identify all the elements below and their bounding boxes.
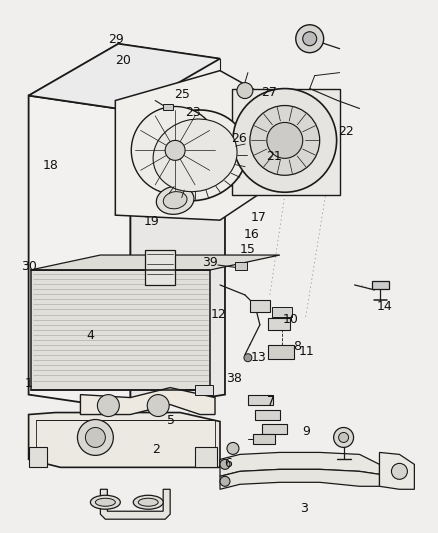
Bar	[250, 300, 270, 312]
Text: 7: 7	[267, 395, 276, 408]
Polygon shape	[220, 453, 379, 477]
Ellipse shape	[156, 186, 194, 214]
Circle shape	[250, 106, 320, 175]
Bar	[248, 394, 273, 405]
Text: 23: 23	[185, 106, 201, 119]
Ellipse shape	[133, 495, 163, 509]
Bar	[235, 262, 247, 270]
Ellipse shape	[163, 191, 187, 209]
Text: 9: 9	[302, 425, 310, 438]
Circle shape	[244, 354, 252, 362]
Ellipse shape	[90, 495, 120, 509]
Text: 4: 4	[86, 329, 94, 342]
Bar	[195, 385, 213, 394]
Text: 2: 2	[152, 443, 159, 456]
Text: 3: 3	[300, 502, 308, 515]
Circle shape	[233, 88, 337, 192]
Text: 39: 39	[202, 256, 218, 269]
Text: 29: 29	[109, 33, 124, 46]
Circle shape	[237, 83, 253, 99]
Text: 17: 17	[251, 211, 266, 224]
Circle shape	[220, 477, 230, 486]
Circle shape	[267, 123, 303, 158]
Bar	[371, 281, 389, 289]
Circle shape	[78, 419, 113, 455]
Circle shape	[85, 427, 106, 447]
Ellipse shape	[95, 498, 115, 506]
Text: 18: 18	[43, 159, 59, 172]
Polygon shape	[31, 270, 210, 390]
Ellipse shape	[153, 119, 237, 192]
Polygon shape	[115, 71, 265, 220]
Text: 12: 12	[211, 308, 227, 321]
Bar	[262, 424, 287, 434]
Text: 26: 26	[231, 133, 247, 146]
Polygon shape	[379, 453, 414, 489]
Polygon shape	[232, 88, 339, 195]
Polygon shape	[28, 95, 130, 409]
Polygon shape	[130, 95, 225, 409]
Circle shape	[97, 394, 119, 416]
Circle shape	[131, 107, 219, 194]
Bar	[253, 434, 275, 445]
Text: 30: 30	[21, 260, 37, 273]
Bar	[195, 447, 217, 467]
Text: 16: 16	[244, 228, 260, 241]
Text: 8: 8	[293, 340, 302, 353]
Ellipse shape	[138, 498, 158, 506]
Text: 27: 27	[261, 86, 277, 99]
Circle shape	[147, 394, 169, 416]
Polygon shape	[28, 44, 220, 110]
Ellipse shape	[143, 110, 247, 201]
Bar	[272, 307, 292, 317]
Bar	[28, 447, 46, 467]
Text: 13: 13	[251, 351, 266, 365]
Circle shape	[220, 459, 230, 470]
Polygon shape	[100, 489, 170, 519]
Circle shape	[165, 140, 185, 160]
Polygon shape	[28, 413, 220, 467]
Text: 22: 22	[338, 125, 353, 138]
Text: 1: 1	[25, 377, 33, 390]
Circle shape	[339, 432, 349, 442]
Circle shape	[303, 32, 317, 46]
Bar	[268, 345, 294, 359]
Bar	[255, 409, 280, 419]
Text: 15: 15	[240, 243, 255, 256]
Polygon shape	[31, 255, 280, 270]
Polygon shape	[220, 470, 379, 489]
Text: 25: 25	[174, 88, 190, 101]
Circle shape	[392, 463, 407, 479]
Circle shape	[227, 442, 239, 455]
Polygon shape	[81, 387, 215, 415]
Text: 5: 5	[167, 414, 175, 427]
Text: 14: 14	[377, 300, 393, 313]
Bar	[163, 103, 173, 110]
Text: 20: 20	[115, 54, 131, 67]
Bar	[268, 318, 290, 330]
Text: 11: 11	[298, 345, 314, 358]
Polygon shape	[145, 250, 175, 285]
Text: 6: 6	[224, 457, 232, 470]
Text: 38: 38	[226, 372, 242, 385]
Text: 10: 10	[283, 313, 299, 326]
Text: 21: 21	[266, 150, 282, 163]
Circle shape	[334, 427, 353, 447]
Circle shape	[296, 25, 324, 53]
Text: 19: 19	[144, 215, 159, 228]
